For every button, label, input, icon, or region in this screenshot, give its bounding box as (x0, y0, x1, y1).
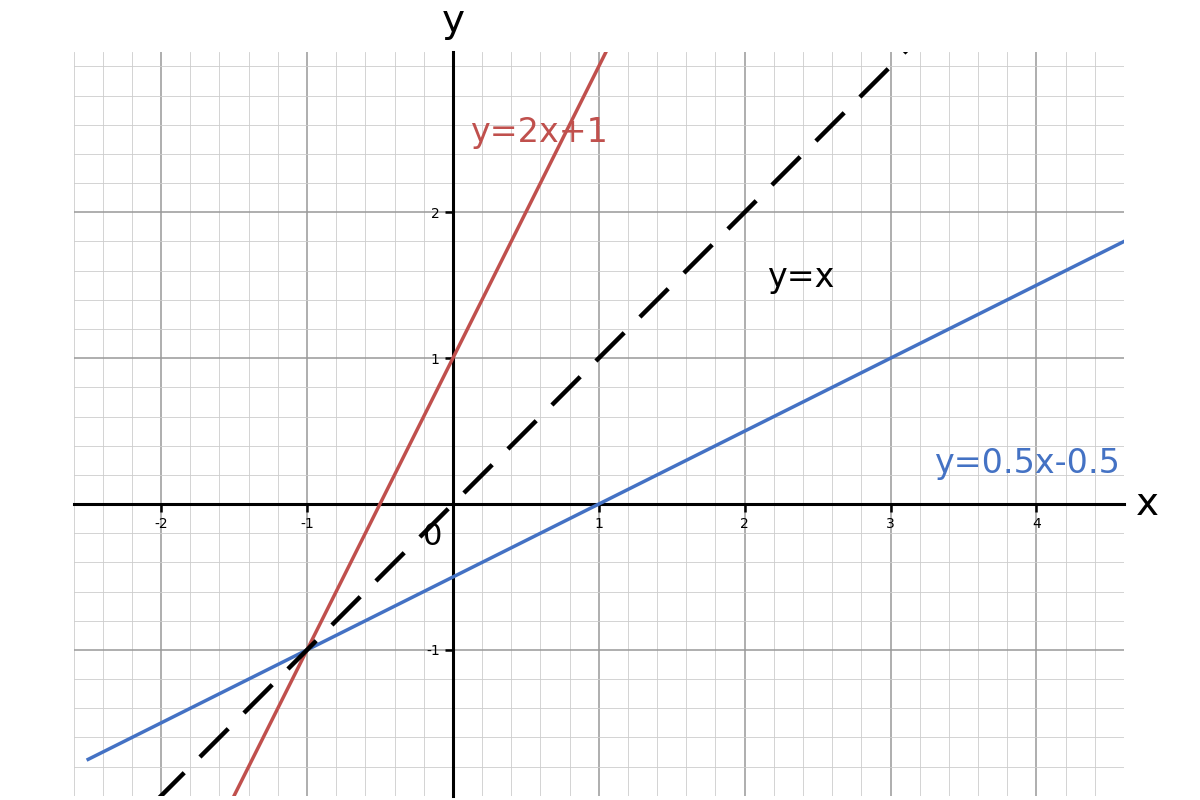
Text: x: x (1135, 485, 1159, 523)
Text: y=x: y=x (767, 262, 834, 294)
Text: 0: 0 (424, 522, 443, 550)
Text: y=0.5x-0.5: y=0.5x-0.5 (935, 446, 1120, 480)
Text: y=2x+1: y=2x+1 (470, 115, 608, 149)
Text: y: y (442, 2, 464, 40)
